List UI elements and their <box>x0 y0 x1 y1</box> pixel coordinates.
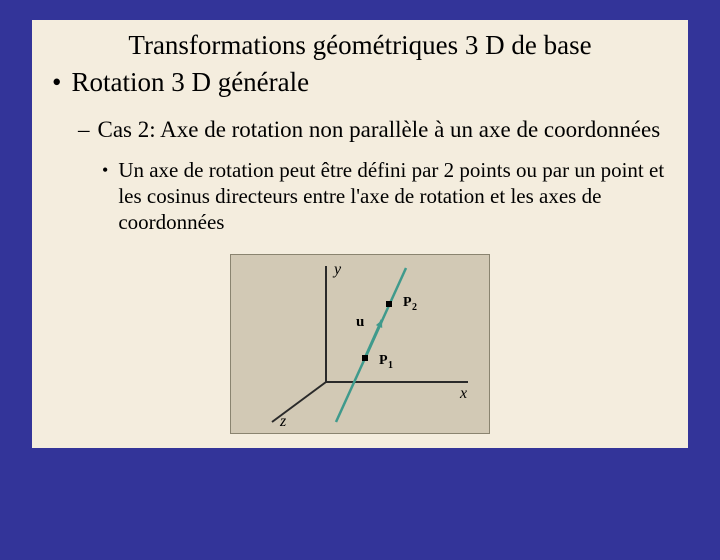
slide-title: Transformations géométriques 3 D de base <box>50 30 670 61</box>
slide-box: Transformations géométriques 3 D de base… <box>32 20 688 448</box>
svg-text:y: y <box>332 261 342 278</box>
rotation-axis-diagram: yxzuP1P2 <box>230 254 490 434</box>
bullet-lvl1: • Rotation 3 D générale <box>52 67 670 98</box>
svg-text:1: 1 <box>388 360 393 371</box>
svg-text:P: P <box>379 353 388 368</box>
bullet-lvl3: • Un axe de rotation peut être défini pa… <box>102 157 670 236</box>
svg-text:P: P <box>403 295 412 310</box>
svg-text:2: 2 <box>412 302 417 313</box>
svg-text:x: x <box>459 385 467 402</box>
figure-container: yxzuP1P2 <box>50 254 670 434</box>
dash-mark: – <box>78 116 90 145</box>
bullet-dot-small: • <box>102 157 108 184</box>
lvl2-text: Cas 2: Axe de rotation non parallèle à u… <box>98 116 661 145</box>
lvl1-text: Rotation 3 D générale <box>71 67 309 98</box>
svg-text:u: u <box>356 314 364 330</box>
svg-text:z: z <box>279 413 287 430</box>
bullet-lvl2: – Cas 2: Axe de rotation non parallèle à… <box>78 116 670 145</box>
bullet-dot: • <box>52 67 61 98</box>
lvl3-text: Un axe de rotation peut être défini par … <box>118 157 670 236</box>
